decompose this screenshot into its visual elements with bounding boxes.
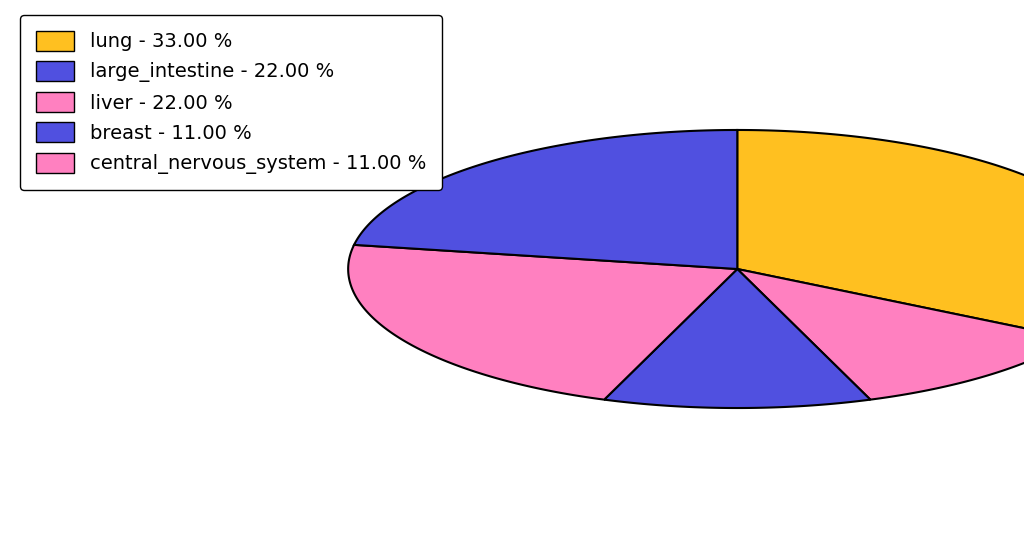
Polygon shape [354, 130, 737, 269]
Polygon shape [737, 269, 1024, 400]
Legend: lung - 33.00 %, large_intestine - 22.00 %, liver - 22.00 %, breast - 11.00 %, ce: lung - 33.00 %, large_intestine - 22.00 … [19, 15, 442, 190]
Polygon shape [348, 245, 737, 400]
Polygon shape [737, 130, 1024, 338]
Polygon shape [604, 269, 870, 408]
